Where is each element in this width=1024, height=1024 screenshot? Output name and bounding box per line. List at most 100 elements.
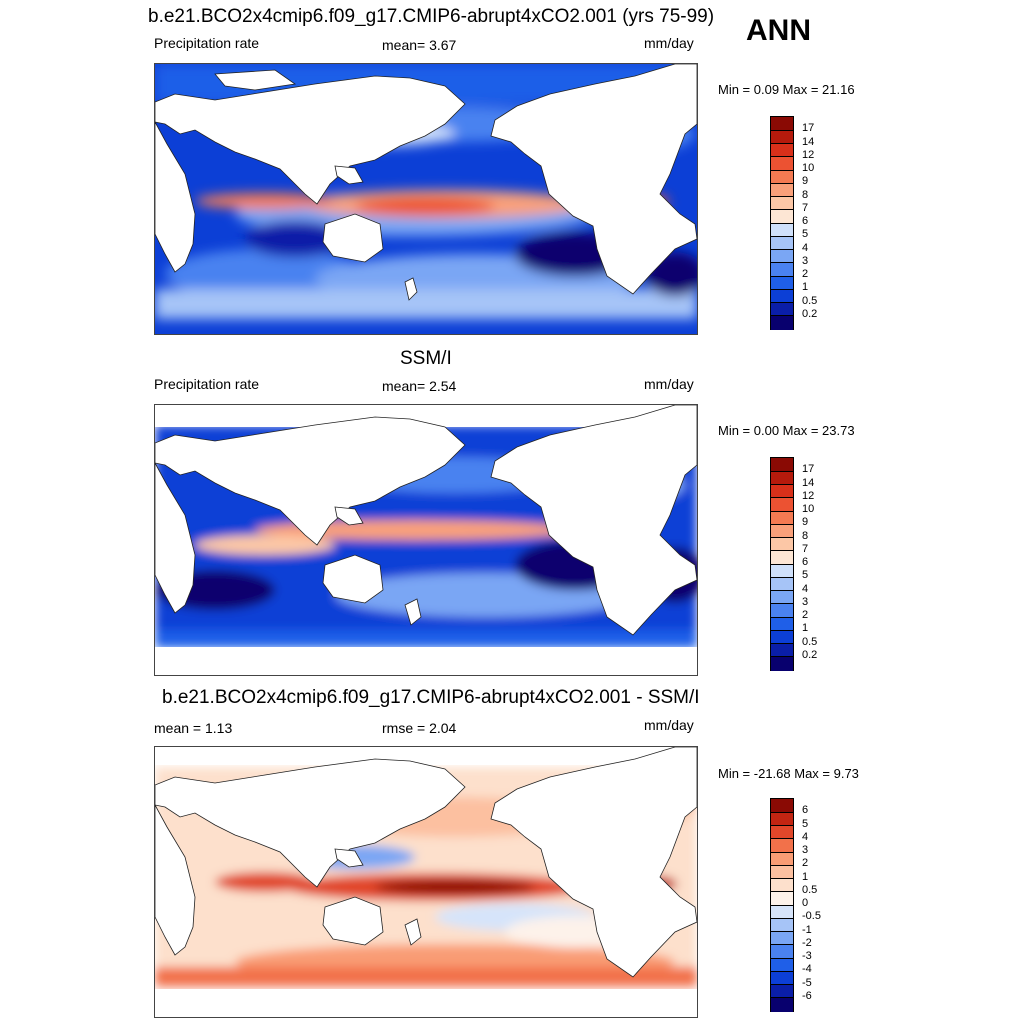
colorbar-swatch	[771, 603, 793, 618]
colorbar-tick-label: 17	[802, 463, 815, 476]
panel1-left-label: Precipitation rate	[154, 35, 260, 51]
panel3-minmax: Min = -21.68 Max = 9.73	[718, 766, 859, 781]
panel2-units: mm/day	[644, 376, 694, 392]
colorbar-swatch	[771, 156, 793, 171]
colorbar-swatch	[771, 944, 793, 959]
colorbar-tick-label: 7	[802, 201, 809, 214]
colorbar-tick-label: 6	[802, 556, 809, 568]
colorbar-swatch	[771, 484, 793, 499]
colorbar-swatch	[771, 891, 793, 906]
colorbar-tick-label: 6	[802, 215, 809, 227]
colorbar-tick-label: 14	[802, 476, 815, 489]
colorbar-tick-label: 1	[802, 281, 809, 294]
season-label: ANN	[746, 14, 811, 47]
colorbar-tick-label: 5	[802, 817, 809, 830]
colorbar-swatch	[771, 471, 793, 485]
colorbar-swatch	[771, 918, 793, 932]
colorbar-tick-label: 7	[802, 542, 809, 555]
colorbar-swatch	[771, 958, 793, 972]
colorbar-swatch	[771, 564, 793, 578]
panel1-title: b.e21.BCO2x4cmip6.f09_g17.CMIP6-abrupt4x…	[148, 6, 715, 27]
map-difference-precip	[154, 746, 698, 1018]
colorbar-tick-label: 3	[802, 844, 809, 856]
colorbar-tick-label: 10	[802, 503, 815, 515]
colorbar-swatch	[771, 838, 793, 853]
panel2-left-label: Precipitation rate	[154, 376, 260, 392]
colorbar-tick-label: -4	[802, 963, 812, 976]
colorbar-swatch	[771, 799, 793, 813]
colorbar-swatch	[771, 984, 793, 999]
colorbar-swatch	[771, 524, 793, 538]
panel2-mean-label: mean= 2.54	[382, 378, 457, 394]
colorbar-swatch	[771, 236, 793, 250]
colorbar-tick-label: 0.2	[802, 307, 818, 320]
colorbar-tick-label: 14	[802, 135, 815, 148]
panel3-title: b.e21.BCO2x4cmip6.f09_g17.CMIP6-abrupt4x…	[162, 687, 700, 708]
colorbar-swatch	[771, 865, 793, 879]
colorbar-swatch	[771, 130, 793, 144]
colorbar-tick-label: 10	[802, 162, 815, 174]
colorbar-swatch	[771, 617, 793, 631]
colorbar-tick-label: 4	[802, 830, 809, 843]
colorbar-tick-label: 6	[802, 804, 809, 817]
colorbar-tick-label: -3	[802, 950, 812, 962]
colorbar-swatch	[771, 302, 793, 317]
colorbar-tick-label: 3	[802, 595, 809, 608]
colorbar-swatch	[771, 209, 793, 224]
colorbar-tick-label: -5	[802, 976, 812, 989]
colorbar-swatch	[771, 590, 793, 605]
colorbar-swatch	[771, 997, 793, 1012]
colorbar-swatch	[771, 511, 793, 525]
colorbar-swatch	[771, 315, 793, 330]
colorbar-tick-label: 2	[802, 268, 809, 280]
colorbar-swatch	[771, 276, 793, 290]
colorbar-tick-label: 2	[802, 857, 809, 870]
map-observed-precip	[154, 404, 698, 676]
colorbar-swatch	[771, 630, 793, 644]
panel1-minmax: Min = 0.09 Max = 21.16	[718, 82, 855, 97]
panel1-units: mm/day	[644, 35, 694, 51]
colorbar-tick-label: -2	[802, 936, 812, 949]
colorbar-swatch	[771, 812, 793, 826]
colorbar-swatch	[771, 223, 793, 237]
map-model-precip	[154, 63, 698, 335]
colorbar-swatch	[771, 656, 793, 671]
colorbar-tick-label: 0	[802, 897, 809, 909]
colorbar-tick-label: -0.5	[802, 910, 821, 923]
panel3-units: mm/day	[644, 717, 694, 733]
colorbar-tick-label: 4	[802, 582, 809, 595]
colorbar-tick-label: 0.5	[802, 635, 818, 648]
colorbar-swatch	[771, 143, 793, 158]
panel2-minmax: Min = 0.00 Max = 23.73	[718, 423, 855, 438]
colorbar-tick-label: 1	[802, 622, 809, 635]
colorbar-swatch	[771, 852, 793, 866]
colorbar-tick-label: 0.5	[802, 294, 818, 307]
colorbar-tick-label: 4	[802, 241, 809, 254]
colorbar-swatch	[771, 497, 793, 512]
panel3-mean-label: mean = 1.13	[154, 720, 233, 736]
colorbar-tick-label: 12	[802, 489, 815, 502]
colorbar-swatch	[771, 878, 793, 893]
colorbar-tick-label: -6	[802, 989, 812, 1002]
panel3-rmse-label: rmse = 2.04	[382, 720, 457, 736]
colorbar-swatch	[771, 249, 793, 264]
colorbar-tick-label: 5	[802, 569, 809, 582]
colorbar-swatch	[771, 170, 793, 184]
colorbar-swatch	[771, 643, 793, 658]
colorbar-swatch	[771, 289, 793, 303]
colorbar-swatch	[771, 262, 793, 277]
colorbar-tick-label: -1	[802, 923, 812, 936]
colorbar-tick-label: 12	[802, 148, 815, 161]
colorbar-tick-label: 1	[802, 870, 809, 883]
colorbar-swatch	[771, 537, 793, 552]
colorbar-swatch	[771, 183, 793, 197]
colorbar-tick-label: 2	[802, 609, 809, 621]
colorbar-swatch	[771, 196, 793, 211]
continents	[155, 405, 697, 636]
colorbar-swatch	[771, 458, 793, 472]
colorbar-tick-label: 5	[802, 228, 809, 241]
colorbar-swatch	[771, 971, 793, 985]
panel2-title: SSM/I	[400, 348, 452, 369]
colorbar-swatch	[771, 117, 793, 131]
panel1-mean-label: mean= 3.67	[382, 37, 457, 53]
